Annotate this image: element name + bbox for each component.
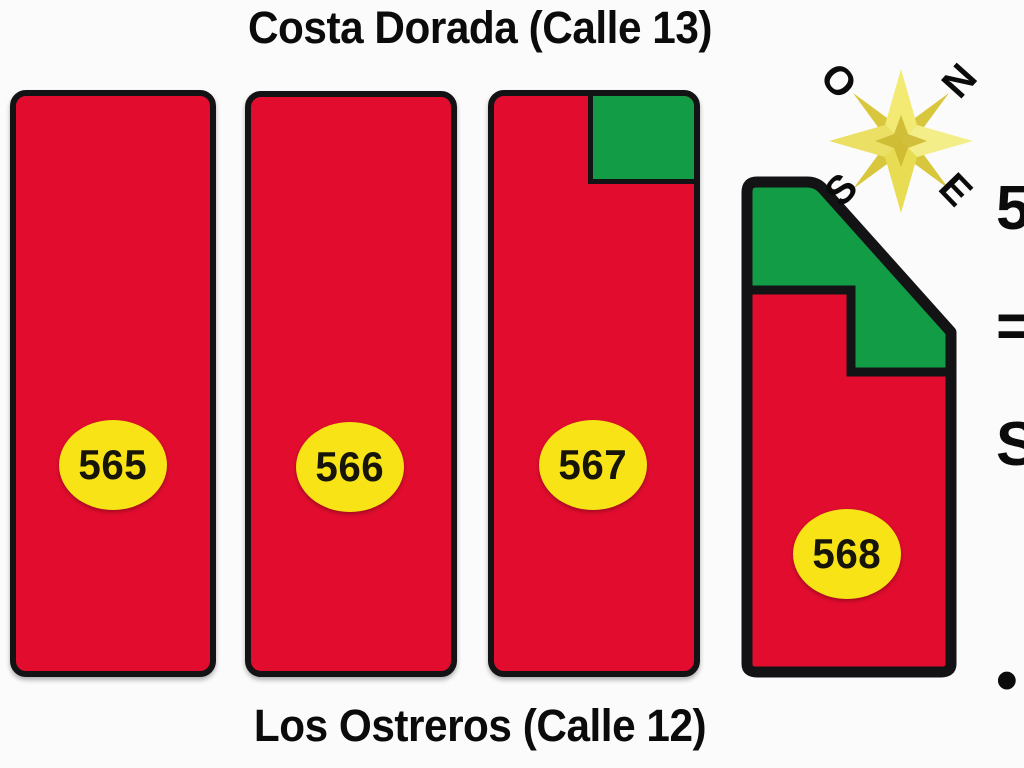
plot-567[interactable]: 567: [488, 90, 700, 677]
plot-568-number: 568: [812, 530, 882, 577]
plot-565-parcel-red: [10, 90, 216, 677]
plot-568[interactable]: 568: [733, 172, 965, 680]
plot-566[interactable]: 566: [245, 91, 457, 677]
plot-565-number-badge[interactable]: 565: [59, 420, 167, 510]
plot-568-border: [741, 176, 957, 678]
clipped-edge-text: 5 = S • —: [996, 174, 1024, 715]
street-label-bottom: Los Ostreros (Calle 12): [253, 700, 707, 751]
compass-star-icon: [829, 69, 973, 213]
compass-rose: O N S E: [808, 48, 994, 234]
plot-566-number-badge[interactable]: 566: [296, 422, 404, 512]
plot-567-number-badge[interactable]: 567: [539, 420, 647, 510]
plot-565[interactable]: 565: [10, 90, 216, 677]
plot-566-number: 566: [315, 443, 385, 490]
plot-567-parcel-green[interactable]: [588, 96, 694, 184]
plot-567-parcel-red: [488, 90, 700, 677]
street-label-top: Costa Dorada (Calle 13): [247, 2, 713, 53]
plot-567-number: 567: [558, 441, 628, 488]
plot-568-number-badge[interactable]: 568: [793, 509, 901, 599]
plot-566-parcel-red: [245, 91, 457, 677]
plot-565-number: 565: [78, 441, 148, 488]
plot-568-outline: [741, 176, 957, 678]
